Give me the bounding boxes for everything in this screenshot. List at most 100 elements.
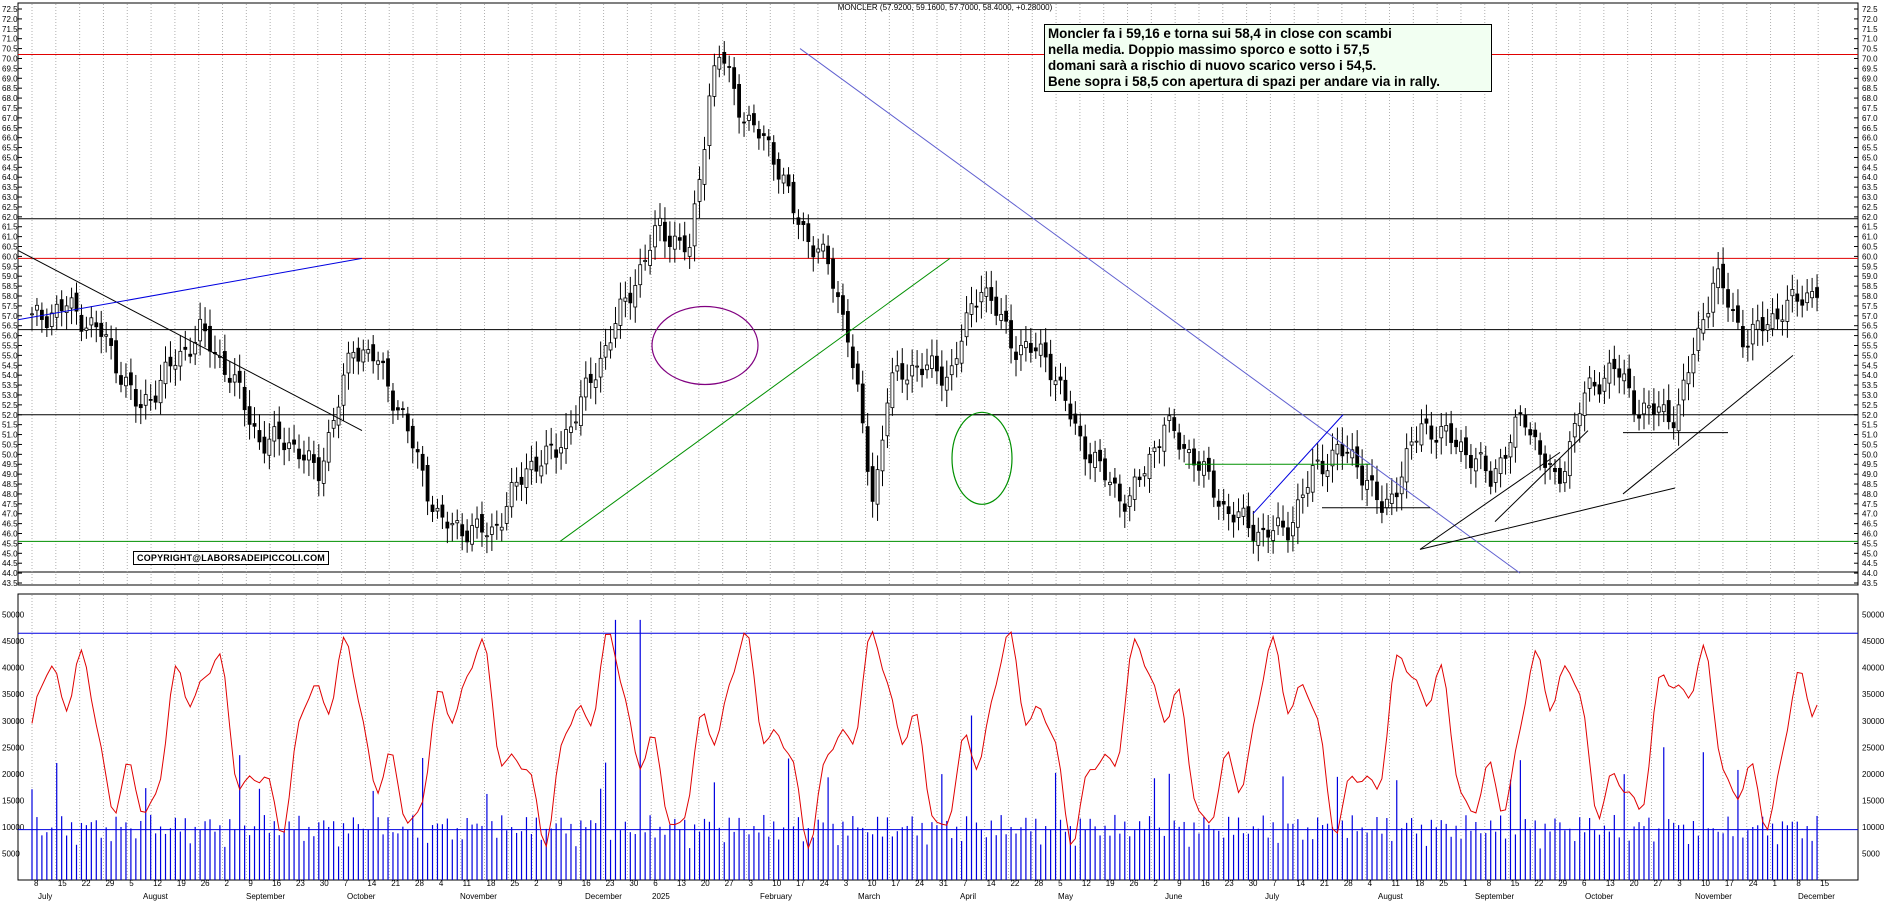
month-label: September bbox=[246, 892, 285, 901]
y-tick-right: 66.5 bbox=[1862, 124, 1878, 133]
candle-body bbox=[756, 129, 761, 139]
candle-body bbox=[727, 66, 732, 68]
candle-body bbox=[850, 346, 855, 369]
candle-body bbox=[1117, 483, 1122, 502]
y-tick-left: 46.0 bbox=[2, 530, 18, 539]
candle-body bbox=[198, 318, 203, 342]
candle-body bbox=[984, 287, 989, 297]
candle-body bbox=[1103, 458, 1107, 481]
candle-body bbox=[272, 426, 277, 442]
y-tick-right: 64.5 bbox=[1862, 163, 1878, 172]
candle-body bbox=[1602, 377, 1607, 392]
y-tick-right: 50.5 bbox=[1862, 440, 1878, 449]
x-tick-label: 7 bbox=[963, 879, 968, 888]
y-tick-left: 58.5 bbox=[2, 282, 18, 291]
candle-body bbox=[1651, 403, 1656, 415]
x-tick-label: 4 bbox=[1368, 879, 1373, 888]
candle-body bbox=[806, 223, 811, 242]
y-tick-right: 48.5 bbox=[1862, 480, 1878, 489]
candle-body bbox=[54, 303, 59, 318]
candle-body bbox=[1177, 432, 1182, 450]
y-tick-left: 63.5 bbox=[2, 183, 18, 192]
candle-body bbox=[959, 340, 964, 364]
candle-body bbox=[257, 430, 262, 443]
candle-body bbox=[534, 456, 539, 472]
y-tick-right: 71.5 bbox=[1862, 25, 1878, 34]
candle-body bbox=[1038, 343, 1043, 356]
candle-body bbox=[1439, 425, 1444, 439]
volume-panel bbox=[17, 593, 1859, 881]
x-tick-label: 20 bbox=[1630, 879, 1639, 888]
candle-body bbox=[1122, 503, 1127, 512]
y-tick-left: 50.0 bbox=[2, 450, 18, 459]
candle-body bbox=[1202, 461, 1206, 476]
y-tick-left: 49.0 bbox=[2, 470, 18, 479]
month-label: 2025 bbox=[652, 892, 670, 901]
x-tick-label: 28 bbox=[1034, 879, 1043, 888]
candle-body bbox=[1795, 293, 1800, 302]
candle-body bbox=[351, 351, 356, 359]
candle-body bbox=[1553, 467, 1557, 472]
candle-body bbox=[608, 342, 613, 351]
candle-body bbox=[94, 322, 99, 328]
candle-body bbox=[188, 353, 193, 357]
candle-body bbox=[425, 465, 430, 502]
vol-y-tick-left: 35000 bbox=[2, 690, 25, 699]
y-tick-left: 57.0 bbox=[2, 312, 18, 321]
y-tick-right: 59.5 bbox=[1862, 262, 1878, 271]
candle-body bbox=[1740, 326, 1745, 348]
month-label: August bbox=[1378, 892, 1404, 901]
y-tick-left: 44.5 bbox=[2, 559, 18, 568]
vol-y-tick-right: 5000 bbox=[1862, 849, 1880, 858]
candle-body bbox=[119, 375, 123, 385]
x-tick-label: 28 bbox=[415, 879, 424, 888]
x-tick-label: 23 bbox=[1225, 879, 1234, 888]
candle-body bbox=[974, 305, 979, 308]
y-tick-right: 52.0 bbox=[1862, 411, 1878, 420]
candle-body bbox=[1810, 291, 1815, 299]
vol-y-tick-left: 25000 bbox=[2, 743, 25, 752]
candle-body bbox=[133, 389, 138, 407]
candle-body bbox=[208, 325, 212, 352]
candle-body bbox=[1464, 437, 1468, 456]
vol-y-tick-right: 15000 bbox=[1862, 796, 1885, 805]
candle-body bbox=[539, 465, 544, 477]
y-tick-right: 70.5 bbox=[1862, 45, 1878, 54]
y-tick-right: 69.0 bbox=[1862, 74, 1878, 83]
candle-body bbox=[1157, 446, 1162, 449]
candle-body bbox=[999, 314, 1004, 321]
x-tick-label: 10 bbox=[772, 879, 781, 888]
y-tick-right: 43.5 bbox=[1862, 579, 1878, 588]
vol-y-tick-right: 25000 bbox=[1862, 743, 1885, 752]
candle-body bbox=[1271, 530, 1276, 541]
y-tick-right: 68.0 bbox=[1862, 94, 1878, 103]
x-tick-label: 5 bbox=[1058, 879, 1063, 888]
candle-body bbox=[193, 342, 198, 355]
candle-body bbox=[890, 372, 895, 409]
candle-body bbox=[811, 245, 816, 258]
candle-body bbox=[1187, 449, 1191, 453]
y-tick-left: 64.0 bbox=[2, 173, 18, 182]
x-tick-label: 29 bbox=[105, 879, 114, 888]
candle-body bbox=[692, 203, 697, 247]
y-tick-left: 54.5 bbox=[2, 361, 18, 370]
x-tick-label: 3 bbox=[1677, 879, 1682, 888]
candle-body bbox=[1335, 443, 1340, 455]
candle-body bbox=[386, 358, 390, 387]
candle-body bbox=[559, 447, 563, 454]
candle-body bbox=[1256, 531, 1261, 546]
candle-body bbox=[1607, 362, 1612, 384]
y-tick-right: 50.0 bbox=[1862, 450, 1878, 459]
candle-body bbox=[1261, 527, 1266, 531]
candle-body bbox=[450, 523, 455, 526]
candle-body bbox=[1780, 319, 1785, 322]
candle-body bbox=[1745, 345, 1750, 348]
candle-body bbox=[331, 420, 336, 429]
candle-body bbox=[761, 133, 766, 136]
candle-body bbox=[549, 443, 554, 446]
y-tick-left: 52.0 bbox=[2, 411, 18, 420]
x-tick-label: 6 bbox=[653, 879, 658, 888]
x-tick-label: 4 bbox=[439, 879, 444, 888]
candle-body bbox=[1320, 460, 1325, 475]
